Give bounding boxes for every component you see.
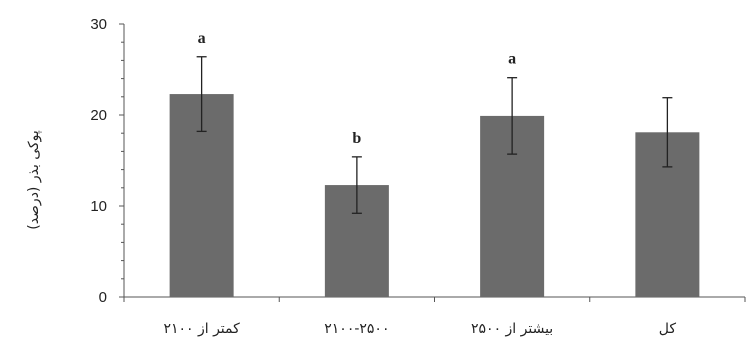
x-category-label: کل (659, 321, 677, 337)
y-tick-label: 10 (90, 198, 107, 215)
y-tick-label: 20 (90, 107, 107, 124)
x-category-label: بیشتر از ۲۵۰۰ (471, 321, 553, 337)
significance-label: a (198, 30, 206, 47)
bars: a b a (169, 30, 700, 297)
axes: 0 10 20 30 کمتر از ۲۱۰۰ ۲۱۰۰-۲۵۰۰ بیشتر از ۲۵۰… (90, 16, 746, 337)
x-category-label: کمتر از ۲۱۰۰ (163, 321, 240, 337)
y-tick-label: 30 (90, 16, 107, 33)
significance-label: b (352, 130, 361, 147)
y-tick-label: 0 (99, 289, 107, 306)
x-category-label: ۲۱۰۰-۲۵۰۰ (324, 321, 389, 337)
y-axis-title: پوکی بذر (درصد) (26, 130, 42, 230)
significance-label: a (508, 51, 516, 68)
